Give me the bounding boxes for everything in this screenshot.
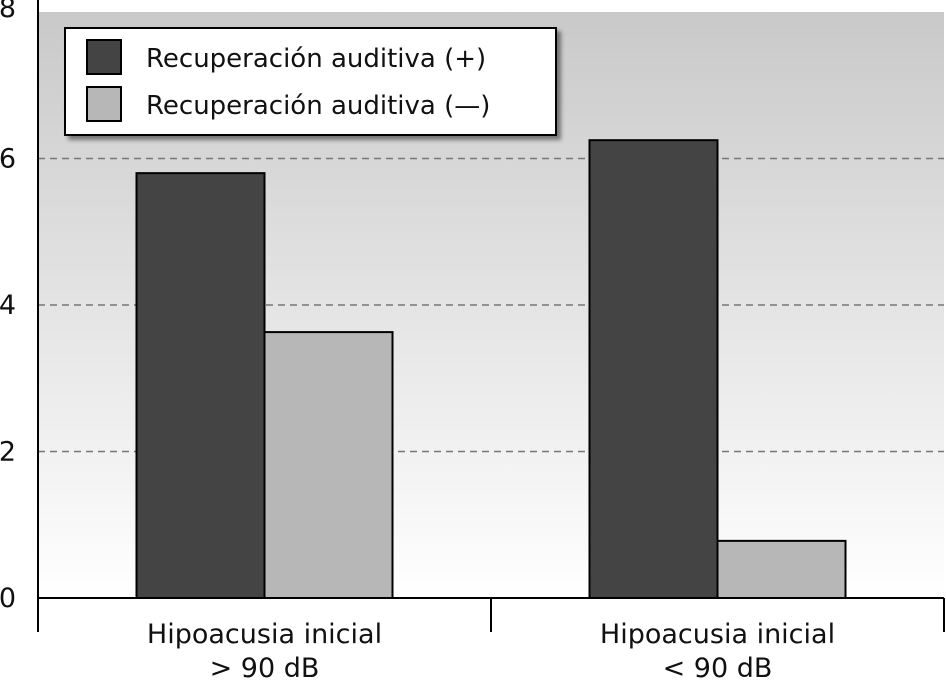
y-tick-label: 0 xyxy=(0,583,16,614)
y-tick-label: 4 xyxy=(0,290,16,321)
legend: Recuperación auditiva (+) Recuperación au… xyxy=(64,27,557,136)
axes xyxy=(37,0,945,632)
legend-label: Recuperación auditiva (—) xyxy=(146,91,490,121)
legend-label: Recuperación auditiva (+) xyxy=(146,44,486,74)
category-labels: Hipoacusia inicial > 90 dB Hipoacusia inic… xyxy=(147,619,835,682)
category-label: > 90 dB xyxy=(210,653,320,682)
bar-negative-0 xyxy=(263,331,394,599)
category-label: Hipoacusia inicial xyxy=(147,619,382,650)
y-tick-label: 2 xyxy=(0,437,16,468)
y-tick-label: 8 xyxy=(0,0,16,24)
bar-positive-0 xyxy=(135,172,266,599)
category-label: Hipoacusia inicial xyxy=(600,619,835,650)
bar-positive-1 xyxy=(588,139,719,599)
legend-swatch xyxy=(86,86,122,122)
legend-box xyxy=(64,27,557,136)
y-tick-label: 6 xyxy=(0,144,16,175)
bar-negative-1 xyxy=(716,539,847,599)
category-label: < 90 dB xyxy=(663,653,773,682)
y-tick-labels: 0 2 4 6 8 xyxy=(0,0,16,614)
legend-swatch xyxy=(86,39,122,75)
